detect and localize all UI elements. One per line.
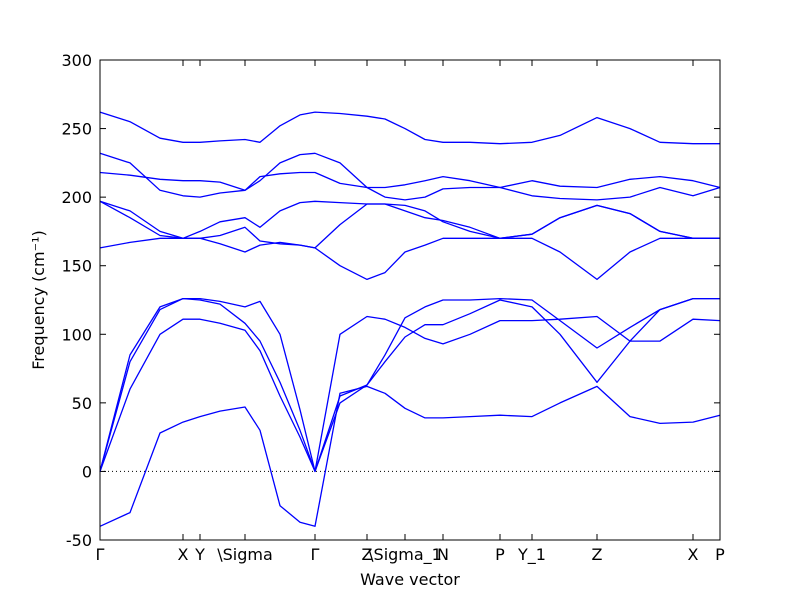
x-tick-label: X: [688, 545, 699, 564]
x-tick-label: \Sigma: [217, 545, 273, 564]
band-line: [99, 152, 721, 201]
y-tick-label: 100: [61, 325, 92, 344]
band-line: [99, 200, 720, 239]
x-tick-label: Γ: [96, 545, 105, 564]
y-tick-label: 300: [61, 51, 92, 70]
band-line: [99, 297, 720, 473]
y-axis-label: Frequency (cm⁻¹): [29, 230, 48, 369]
x-tick-label: Γ: [311, 545, 320, 564]
y-tick-label: 0: [82, 462, 92, 481]
x-tick-label: \Sigma_1: [368, 545, 442, 565]
y-tick-label: -50: [66, 531, 92, 550]
plot-frame: [99, 59, 721, 541]
band-line: [99, 237, 720, 281]
y-tick-label: 50: [72, 394, 92, 413]
y-tick-label: 150: [61, 257, 92, 276]
band-line: [99, 111, 720, 145]
x-axis-label: Wave vector: [360, 570, 460, 589]
band-line: [99, 297, 720, 473]
y-tick-label: 250: [61, 120, 92, 139]
x-tick-label: Z: [592, 545, 603, 564]
x-tick-label: Y: [194, 545, 205, 564]
x-tick-label: P: [495, 545, 505, 564]
band-line: [99, 171, 721, 191]
y-tick-label: 200: [61, 188, 92, 207]
x-tick-label: Z: [362, 545, 373, 564]
x-tick-label: X: [178, 545, 189, 564]
band-line: [99, 385, 721, 527]
band-line: [99, 297, 721, 473]
x-tick-label: N: [437, 545, 449, 564]
x-tick-label: Y_1: [517, 545, 546, 565]
x-tick-label: P: [715, 545, 725, 564]
